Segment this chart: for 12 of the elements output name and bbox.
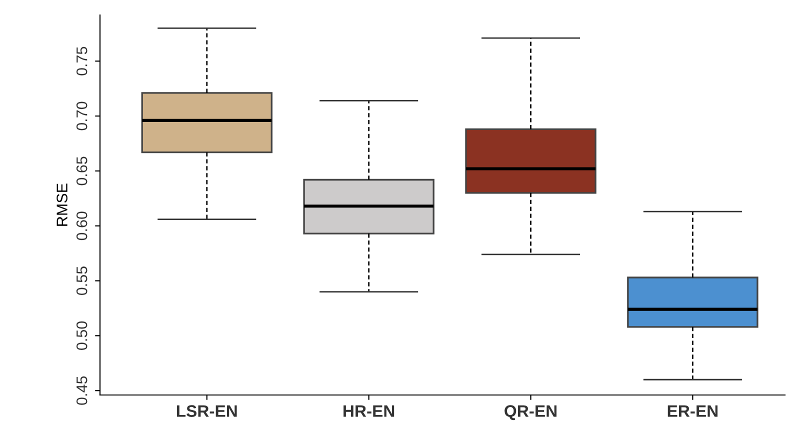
y-tick-label: 0.50	[76, 321, 88, 350]
y-tick-label: 0.45	[76, 376, 88, 405]
y-tick-label: 0.65	[76, 156, 88, 186]
x-tick-label: QR-EN	[504, 405, 556, 420]
y-axis-title: RMSE	[56, 184, 68, 226]
x-tick-label: HR-EN	[344, 405, 394, 417]
y-tick-label: 0.70	[76, 102, 88, 130]
y-tick-label: 0.55	[76, 266, 88, 296]
y-tick-label: 0.60	[76, 212, 88, 240]
x-tick-label: LSR-EN	[176, 405, 237, 417]
x-tick-label: ER-EN	[668, 405, 718, 417]
y-tick-label: 0.75	[76, 46, 88, 76]
